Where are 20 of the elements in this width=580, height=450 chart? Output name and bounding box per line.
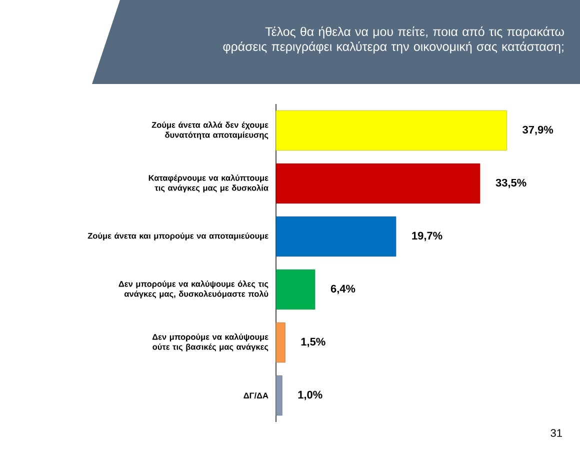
y-tick-label: Ζούμε άνετα και μπορούμε να αποταμιεύουμε [88,232,268,240]
data-label: 19,7% [412,232,442,242]
bar [276,163,480,204]
y-tick-label: Καταφέρνουμε να καλύπτουμε τις ανάγκες μας με δυσκολία [148,174,268,192]
bar [276,322,286,363]
y-tick-label: Ζούμε άνετα αλλά δεν έχουμε δυνατότητα αποταμίευσης [152,122,268,140]
y-tick-label: Δεν μπορούμε να καλύψουμε ούτε τις βασικές μας ανάγκες [152,334,268,352]
text: 31 [550,429,562,437]
bar [276,110,507,151]
y-tick-label: ΔΓ/ΔΑ [244,392,268,399]
chart-title: Τέλος θα ήθελα να μου πείτε, ποια από τις παρακάτω φράσεις περιγράφει καλύτερα την οικονομική σας κατάσταση; [223,26,564,54]
data-label: 1,5% [301,338,326,348]
y-tick-label: Δεν μπορούμε να καλύψουμε όλες τις ανάγκες μας, δυσκολευόμαστε πολύ [118,280,268,298]
bar [276,216,396,257]
data-label: 37,9% [522,126,554,136]
bar [276,269,316,310]
data-label: 6,4% [330,284,356,294]
bar [276,375,282,416]
data-label: 1,0% [298,390,322,400]
data-label: 33,5% [496,178,526,188]
